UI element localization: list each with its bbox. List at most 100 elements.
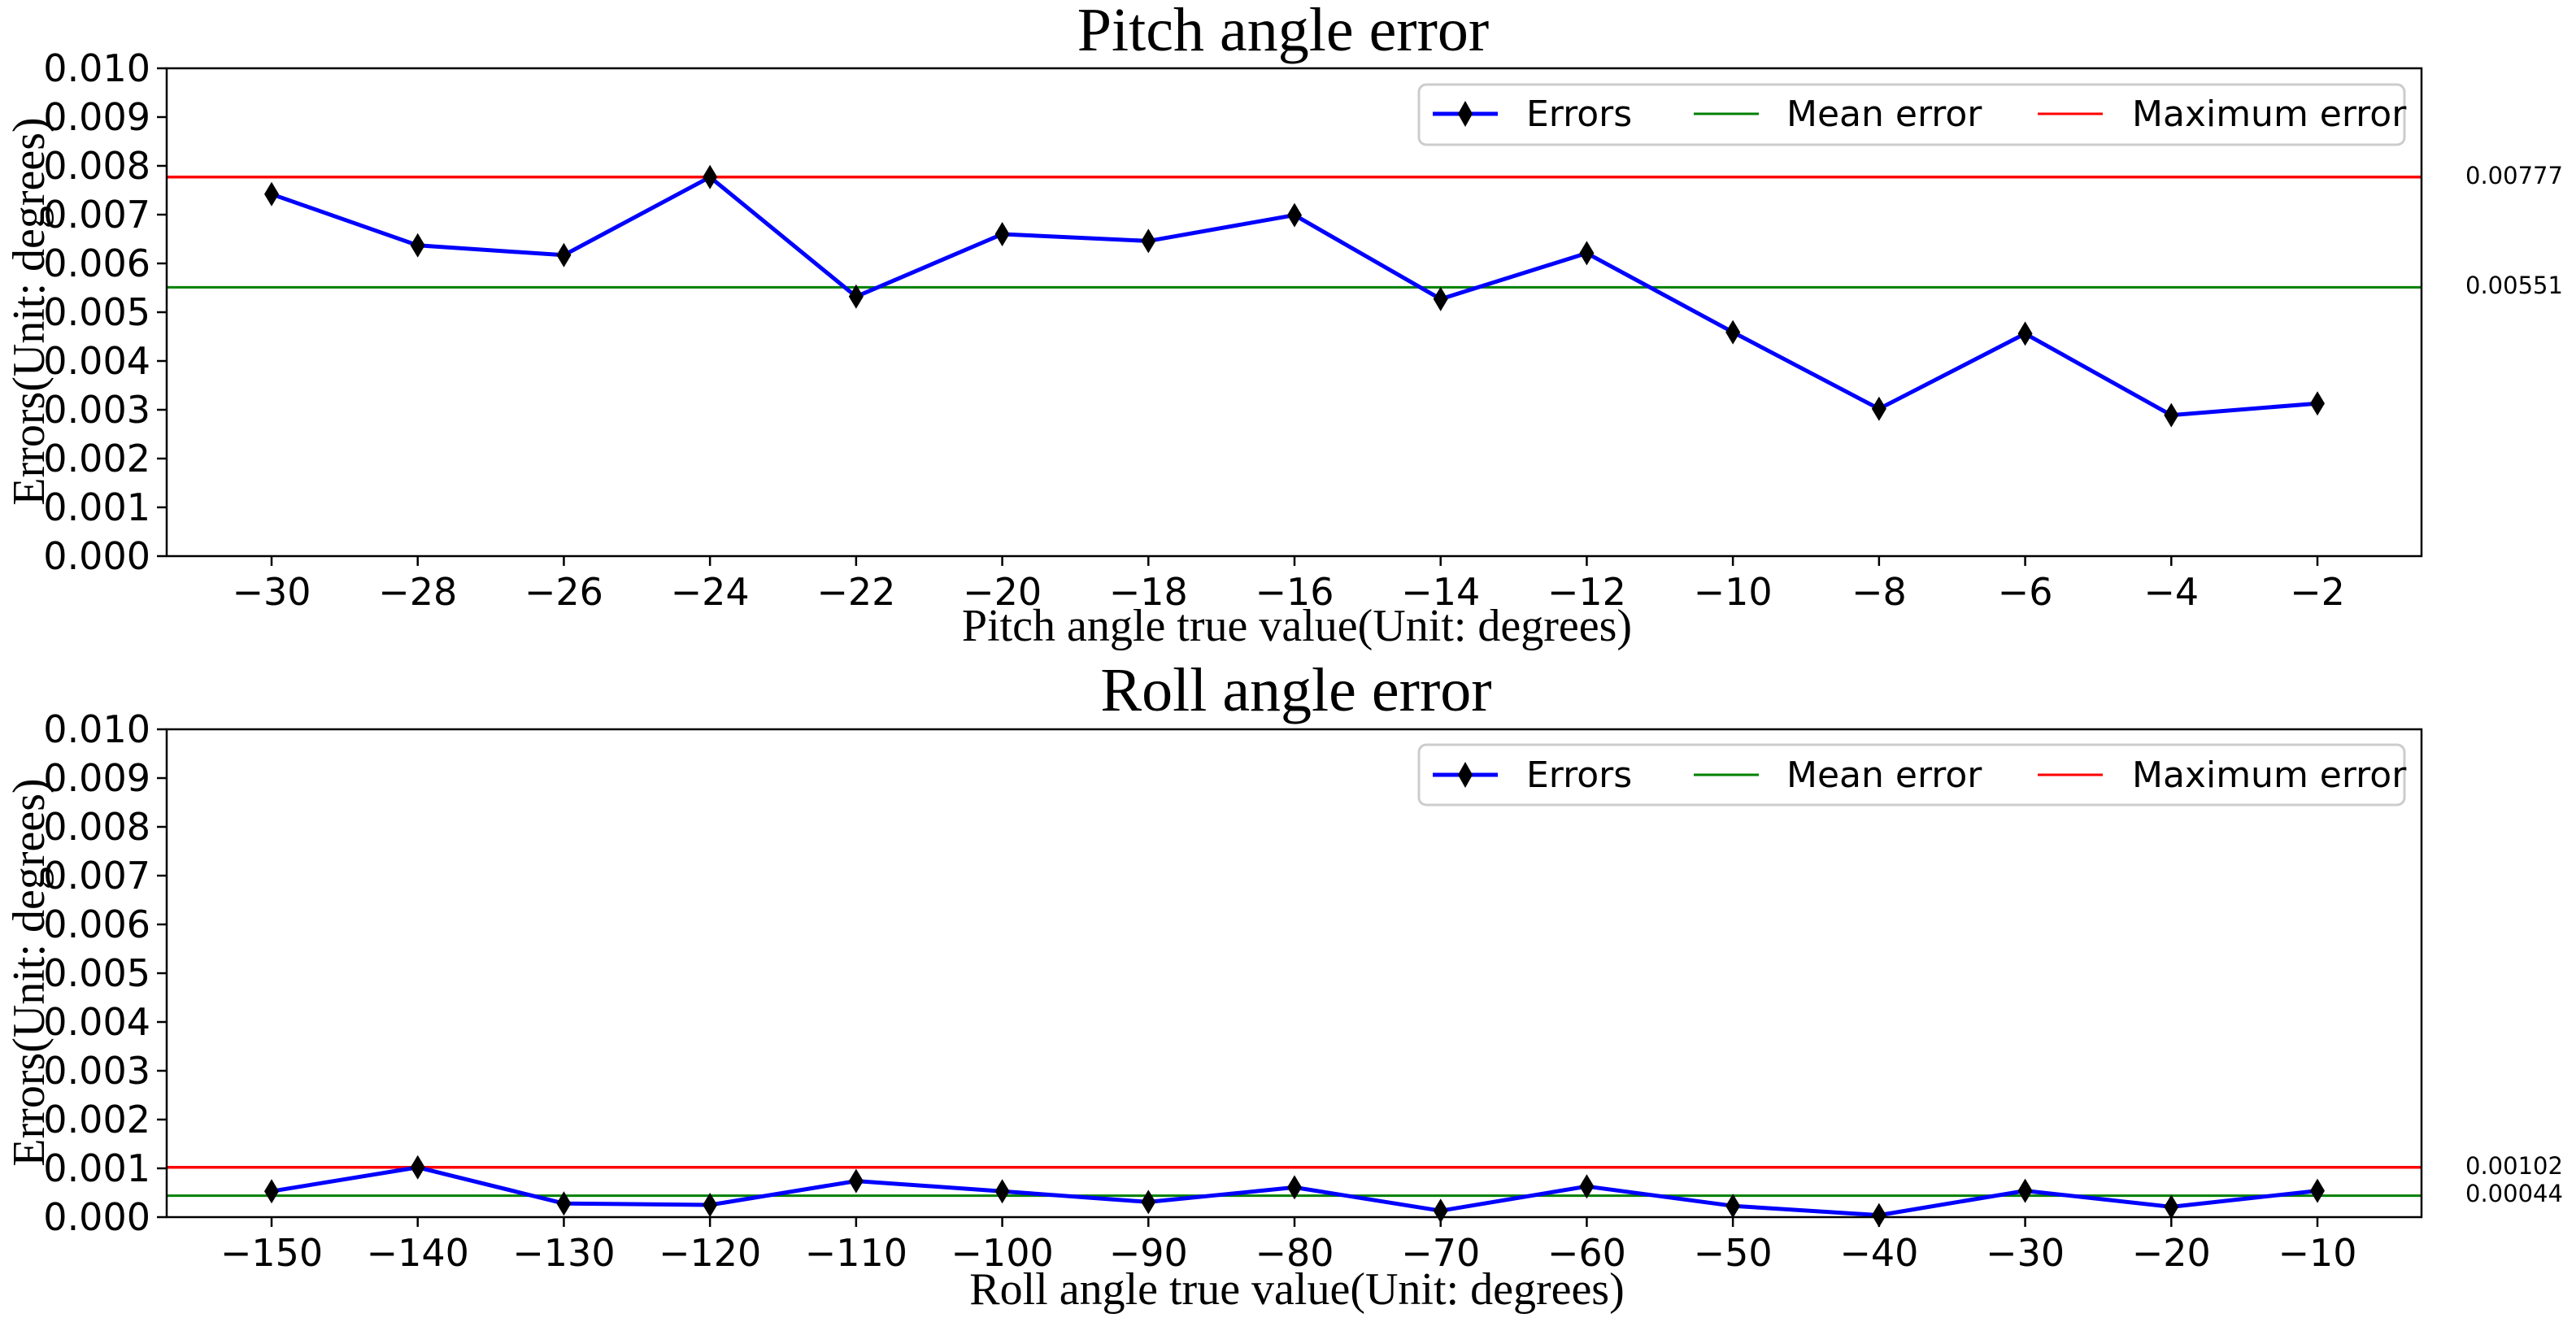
max-error-value: 0.00102 <box>2465 1152 2563 1180</box>
x-tick-label: −90 <box>1109 1231 1188 1275</box>
x-tick-label: −110 <box>805 1231 907 1275</box>
x-tick-label: −20 <box>963 570 1042 614</box>
legend: Errors Mean error Maximum error <box>1417 743 2407 807</box>
mean-error-value: 0.00044 <box>2465 1180 2563 1207</box>
x-tick-label: −18 <box>1109 570 1188 614</box>
errors-data-point <box>1433 286 1448 311</box>
errors-data-point <box>410 233 425 258</box>
y-tick-label: 0.007 <box>43 193 150 237</box>
pitch-chart: Pitch angle error Errors(Unit: degrees) … <box>4 0 2563 651</box>
errors-data-point <box>1141 228 1156 254</box>
errors-data-point <box>703 164 718 189</box>
errors-data-point <box>410 1155 425 1180</box>
legend-errors-marker <box>1458 762 1473 788</box>
errors-data-point <box>1287 1175 1302 1200</box>
errors-data-point <box>1871 1202 1886 1228</box>
x-tick-label: −22 <box>816 570 895 614</box>
legend-errors-marker <box>1458 101 1473 127</box>
y-tick-label: 0.000 <box>43 534 150 578</box>
x-tick-label: −26 <box>524 570 603 614</box>
y-tick-label: 0.003 <box>43 388 150 432</box>
y-tick-label: 0.007 <box>43 854 150 898</box>
x-tick-label: −10 <box>2278 1231 2356 1275</box>
y-tick-label: 0.001 <box>43 1146 150 1190</box>
legend-errors-label: Errors <box>1526 754 1632 796</box>
y-tick-label: 0.002 <box>43 1098 150 1142</box>
errors-data-point <box>1725 1194 1741 1219</box>
errors-data-point <box>1871 396 1886 421</box>
legend-max-label: Maximum error <box>2132 93 2407 135</box>
errors-data-point <box>2017 1178 2033 1203</box>
y-tick-label: 0.006 <box>43 902 150 946</box>
chart-title: Roll angle error <box>1100 656 1491 724</box>
x-tick-label: −50 <box>1694 1231 1773 1275</box>
x-tick-label: −80 <box>1255 1231 1334 1275</box>
errors-data-point <box>264 181 279 207</box>
x-tick-label: −14 <box>1401 570 1480 614</box>
errors-data-point <box>2017 321 2033 346</box>
x-tick-label: −30 <box>1986 1231 2065 1275</box>
errors-data-point <box>848 1168 864 1194</box>
y-tick-label: 0.000 <box>43 1195 150 1239</box>
y-tick-label: 0.001 <box>43 485 150 529</box>
x-tick-label: −100 <box>951 1231 1053 1275</box>
x-tick-label: −8 <box>1852 570 1907 614</box>
x-tick-label: −6 <box>1998 570 2053 614</box>
errors-data-point <box>264 1179 279 1204</box>
plot-area: 0.000 0.0010.002 0.003 0.004 0.005 0.0060.007… <box>43 707 2422 1275</box>
y-tick-label: 0.003 <box>43 1049 150 1093</box>
errors-data-point <box>848 284 864 309</box>
x-tick-label: −28 <box>378 570 457 614</box>
chart-title: Pitch angle error <box>1077 0 1489 64</box>
errors-data-point <box>2164 402 2179 428</box>
plot-area: 0.000 0.0010.002 0.003 0.004 0.005 0.0060.007… <box>43 46 2422 614</box>
errors-data-point <box>2310 1178 2325 1203</box>
errors-data-point <box>994 1179 1010 1204</box>
errors-data-point <box>1287 202 1302 228</box>
x-tick-label: −120 <box>659 1231 761 1275</box>
y-tick-label: 0.008 <box>43 805 150 849</box>
x-tick-label: −130 <box>512 1231 615 1275</box>
x-tick-label: −40 <box>1839 1231 1918 1275</box>
errors-data-point <box>556 1191 572 1216</box>
legend-mean-label: Mean error <box>1786 93 1982 135</box>
max-error-value: 0.00777 <box>2465 162 2563 189</box>
x-tick-label: −16 <box>1255 570 1334 614</box>
x-tick-label: −12 <box>1547 570 1626 614</box>
y-tick-label: 0.002 <box>43 437 150 481</box>
legend-errors-label: Errors <box>1526 93 1632 135</box>
x-axis-label: Roll angle true value(Unit: degrees) <box>969 1264 1625 1315</box>
y-tick-label: 0.005 <box>43 290 150 334</box>
legend-box <box>1417 743 2406 807</box>
y-tick-label: 0.010 <box>43 46 150 90</box>
y-tick-label: 0.005 <box>43 951 150 995</box>
y-axis-label: Errors(Unit: degrees) <box>4 117 54 505</box>
x-tick-label: −10 <box>1694 570 1773 614</box>
axes-frame <box>165 728 2423 1219</box>
errors-data-point <box>1579 241 1595 266</box>
x-tick-label: −70 <box>1401 1231 1480 1275</box>
x-axis-label: Pitch angle true value(Unit: degrees) <box>962 601 1632 651</box>
x-tick-label: −20 <box>2132 1231 2211 1275</box>
x-tick-label: −24 <box>671 570 750 614</box>
legend-box <box>1417 83 2406 146</box>
y-tick-label: 0.004 <box>43 1000 150 1044</box>
y-tick-label: 0.006 <box>43 241 150 285</box>
errors-data-point <box>703 1193 718 1217</box>
y-tick-label: 0.009 <box>43 756 150 800</box>
x-tick-label: −2 <box>2290 570 2345 614</box>
errors-data-point <box>2164 1194 2179 1220</box>
y-tick-label: 0.004 <box>43 339 150 383</box>
x-tick-label: −60 <box>1547 1231 1626 1275</box>
roll-chart: Roll angle error Errors(Unit: degrees) R… <box>4 656 2563 1315</box>
x-tick-label: −30 <box>232 570 311 614</box>
errors-data-point <box>1579 1174 1595 1199</box>
y-tick-label: 0.009 <box>43 95 150 139</box>
legend: Errors Mean error Maximum error <box>1417 83 2407 146</box>
y-tick-label: 0.010 <box>43 707 150 751</box>
errors-data-point <box>994 222 1010 246</box>
errors-data-point <box>1725 320 1741 345</box>
errors-data-point <box>2310 391 2325 416</box>
y-tick-label: 0.008 <box>43 144 150 188</box>
